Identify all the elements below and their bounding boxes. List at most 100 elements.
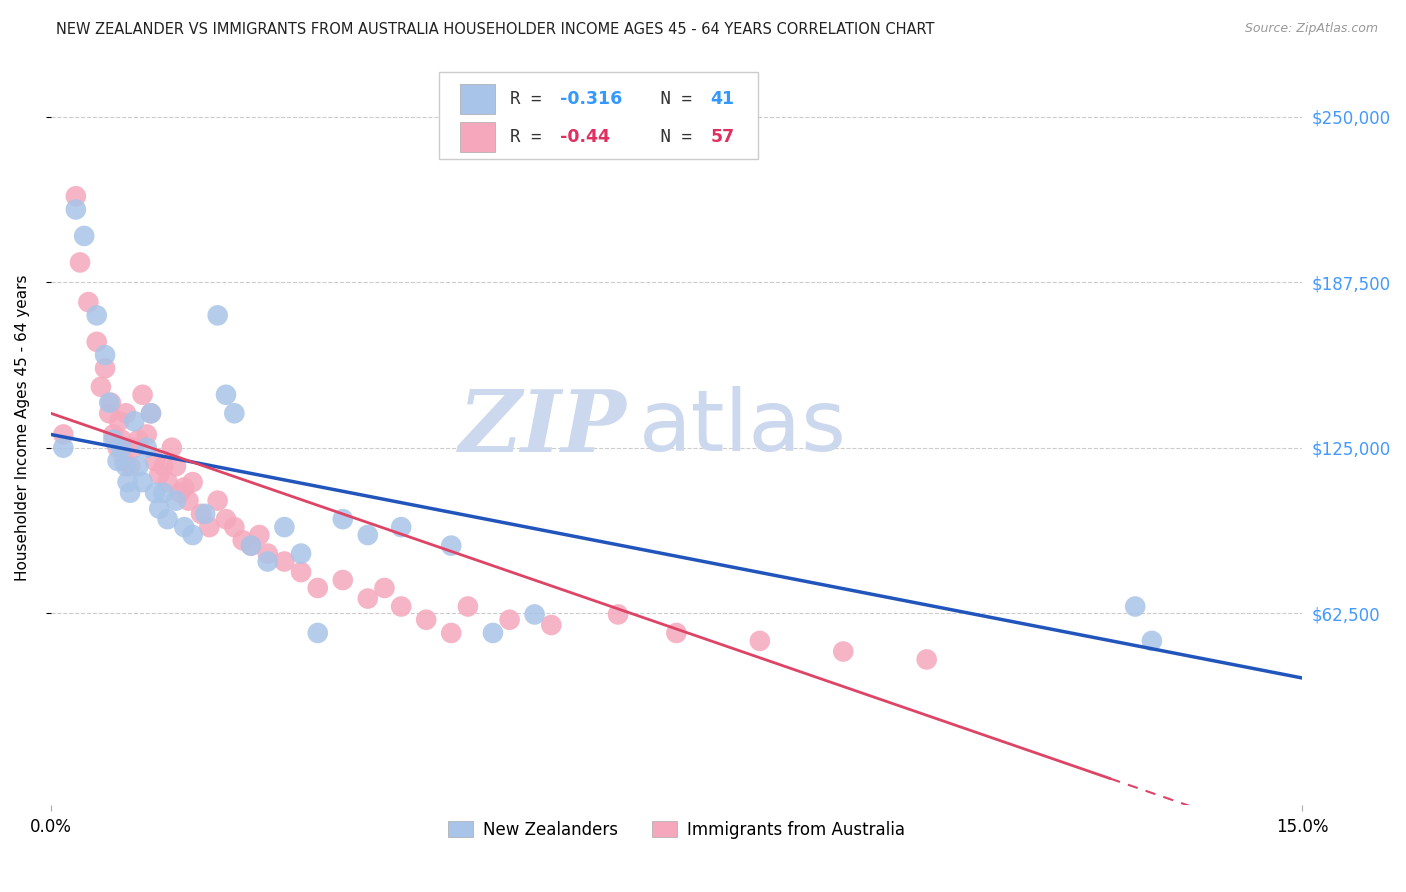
Point — [373, 581, 395, 595]
Point — [100, 395, 122, 409]
Point — [240, 539, 263, 553]
Point — [482, 626, 505, 640]
Point — [94, 361, 117, 376]
Point — [165, 459, 187, 474]
Point — [832, 644, 855, 658]
Text: atlas: atlas — [638, 386, 846, 469]
Point — [108, 414, 131, 428]
Point — [65, 189, 87, 203]
Text: ZIP: ZIP — [458, 386, 627, 469]
Text: NEW ZEALANDER VS IMMIGRANTS FROM AUSTRALIA HOUSEHOLDER INCOME AGES 45 - 64 YEARS: NEW ZEALANDER VS IMMIGRANTS FROM AUSTRAL… — [56, 22, 935, 37]
Point — [112, 454, 135, 468]
Point — [232, 533, 254, 548]
Point — [143, 454, 166, 468]
Point — [207, 493, 229, 508]
Point — [107, 441, 129, 455]
Point — [357, 528, 380, 542]
Point — [332, 512, 354, 526]
Text: N =: N = — [628, 90, 703, 108]
Point — [90, 380, 112, 394]
Point — [357, 591, 380, 606]
Point — [86, 334, 108, 349]
Point — [247, 528, 270, 542]
Point — [135, 427, 157, 442]
Point — [440, 539, 463, 553]
Point — [307, 581, 329, 595]
Point — [256, 547, 278, 561]
Point — [198, 520, 221, 534]
Text: Source: ZipAtlas.com: Source: ZipAtlas.com — [1244, 22, 1378, 36]
Text: R =: R = — [510, 90, 562, 108]
Point — [73, 229, 96, 244]
Text: R =: R = — [510, 128, 553, 146]
Text: -0.316: -0.316 — [560, 90, 623, 108]
Point — [143, 485, 166, 500]
Point — [256, 554, 278, 568]
Point — [127, 433, 149, 447]
Point — [181, 475, 204, 489]
Point — [181, 528, 204, 542]
Point — [207, 309, 229, 323]
Point — [440, 626, 463, 640]
Point — [1123, 599, 1146, 614]
Point — [94, 348, 117, 362]
Point — [120, 485, 142, 500]
Point — [665, 626, 688, 640]
Point — [1140, 634, 1163, 648]
Point — [389, 599, 412, 614]
Point — [148, 467, 170, 482]
Point — [98, 406, 121, 420]
Point — [148, 501, 170, 516]
Point — [156, 512, 179, 526]
Point — [77, 295, 100, 310]
Point — [165, 493, 187, 508]
Text: -0.44: -0.44 — [560, 128, 610, 146]
Point — [127, 459, 149, 474]
Point — [86, 309, 108, 323]
Point — [120, 459, 142, 474]
Point — [415, 613, 437, 627]
Point — [748, 634, 770, 648]
Point — [69, 255, 91, 269]
FancyBboxPatch shape — [439, 71, 758, 159]
Point — [240, 539, 263, 553]
Point — [117, 475, 139, 489]
Point — [111, 441, 134, 455]
Text: N =: N = — [628, 128, 703, 146]
Point — [103, 433, 125, 447]
Point — [290, 547, 312, 561]
Point — [65, 202, 87, 217]
Point — [160, 441, 183, 455]
Point — [273, 554, 295, 568]
Point — [224, 406, 246, 420]
Point — [273, 520, 295, 534]
Point — [111, 433, 134, 447]
Point — [915, 652, 938, 666]
Point — [131, 475, 153, 489]
Point — [139, 406, 162, 420]
Point — [457, 599, 479, 614]
Point — [215, 388, 238, 402]
Point — [156, 475, 179, 489]
Point — [523, 607, 546, 622]
Point — [115, 459, 138, 474]
Point — [98, 395, 121, 409]
Point — [190, 507, 212, 521]
Point — [332, 573, 354, 587]
Point — [122, 441, 145, 455]
Text: 41: 41 — [710, 90, 734, 108]
Legend: New Zealanders, Immigrants from Australia: New Zealanders, Immigrants from Australi… — [441, 814, 911, 846]
Text: 57: 57 — [710, 128, 734, 146]
Point — [169, 485, 191, 500]
Point — [173, 520, 195, 534]
Point — [152, 485, 174, 500]
Point — [103, 427, 125, 442]
Point — [52, 427, 75, 442]
Point — [224, 520, 246, 534]
Point — [215, 512, 238, 526]
Point — [52, 441, 75, 455]
Point — [135, 441, 157, 455]
Point — [139, 406, 162, 420]
Point — [152, 459, 174, 474]
Point — [122, 414, 145, 428]
